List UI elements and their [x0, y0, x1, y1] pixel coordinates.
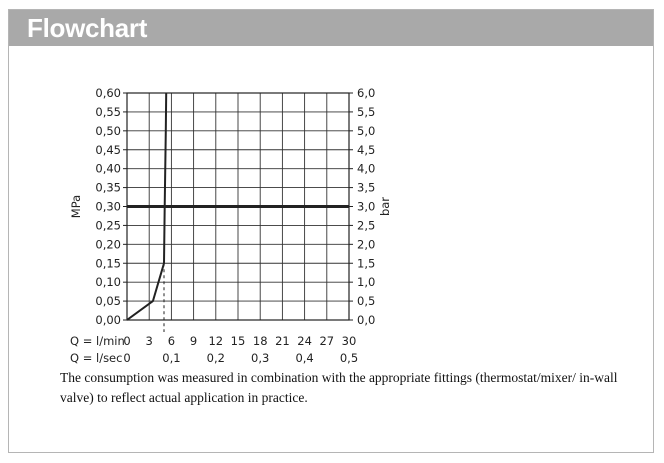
y-tick-label-bar: 0,0 — [357, 313, 375, 327]
y-tick-label-mpa: 0,25 — [95, 218, 121, 232]
x-axis-label-lsec: Q = l/sec — [70, 351, 122, 365]
y-tick-label-bar: 1,0 — [357, 275, 375, 289]
x-tick-label-lmin: 21 — [275, 334, 290, 348]
flowchart-panel: Flowchart — [8, 9, 654, 453]
x-tick-label-lsec: 0,4 — [295, 351, 313, 365]
y-tick-label-mpa: 0,30 — [95, 200, 121, 214]
x-tick-label-lsec: 0,1 — [162, 351, 180, 365]
y-tick-label-bar: 4,5 — [357, 143, 375, 157]
y-tick-label-mpa: 0,60 — [95, 86, 121, 100]
y-tick-label-mpa: 0,20 — [95, 237, 121, 251]
x-tick-label-lsec: 0 — [123, 351, 130, 365]
y-tick-label-bar: 3,0 — [357, 200, 375, 214]
y-tick-label-bar: 5,0 — [357, 124, 375, 138]
y-tick-label-bar: 3,5 — [357, 181, 375, 195]
y-tick-label-mpa: 0,55 — [95, 105, 121, 119]
x-tick-label-lmin: 3 — [146, 334, 153, 348]
x-tick-label-lsec: 0,3 — [251, 351, 269, 365]
x-tick-label-lsec: 0,5 — [340, 351, 358, 365]
y-tick-label-bar: 1,5 — [357, 256, 375, 270]
x-tick-label-lmin: 24 — [297, 334, 312, 348]
x-tick-label-lmin: 12 — [208, 334, 223, 348]
y-tick-label-bar: 2,0 — [357, 237, 375, 251]
x-tick-label-lmin: 0 — [123, 334, 130, 348]
x-tick-label-lmin: 6 — [168, 334, 175, 348]
y-tick-label-bar: 0,5 — [357, 294, 375, 308]
y-tick-label-mpa: 0,00 — [95, 313, 121, 327]
y-tick-label-mpa: 0,15 — [95, 256, 121, 270]
y-tick-label-bar: 6,0 — [357, 86, 375, 100]
x-tick-label-lmin: 9 — [190, 334, 197, 348]
x-tick-label-lsec: 0,2 — [207, 351, 225, 365]
y-tick-label-mpa: 0,45 — [95, 143, 121, 157]
y-axis-title-mpa: MPa — [69, 195, 83, 218]
flow-curve — [126, 92, 168, 321]
y-tick-label-mpa: 0,35 — [95, 181, 121, 195]
panel-title: Flowchart — [27, 13, 148, 43]
panel-header: Flowchart — [9, 10, 653, 46]
x-tick-label-lmin: 18 — [253, 334, 268, 348]
y-tick-label-mpa: 0,10 — [95, 275, 121, 289]
y-tick-label-mpa: 0,40 — [95, 162, 121, 176]
x-tick-label-lmin: 27 — [319, 334, 334, 348]
y-axis-title-bar: bar — [378, 197, 392, 216]
measurement-note: The consumption was measured in combinat… — [60, 370, 618, 405]
y-tick-label-bar: 5,5 — [357, 105, 375, 119]
y-tick-label-bar: 2,5 — [357, 218, 375, 232]
x-tick-label-lmin: 30 — [342, 334, 357, 348]
y-tick-label-mpa: 0,50 — [95, 124, 121, 138]
y-tick-label-mpa: 0,05 — [95, 294, 121, 308]
y-tick-label-bar: 4,0 — [357, 162, 375, 176]
x-tick-label-lmin: 15 — [231, 334, 246, 348]
x-axis-label-lmin: Q = l/min — [70, 334, 125, 348]
